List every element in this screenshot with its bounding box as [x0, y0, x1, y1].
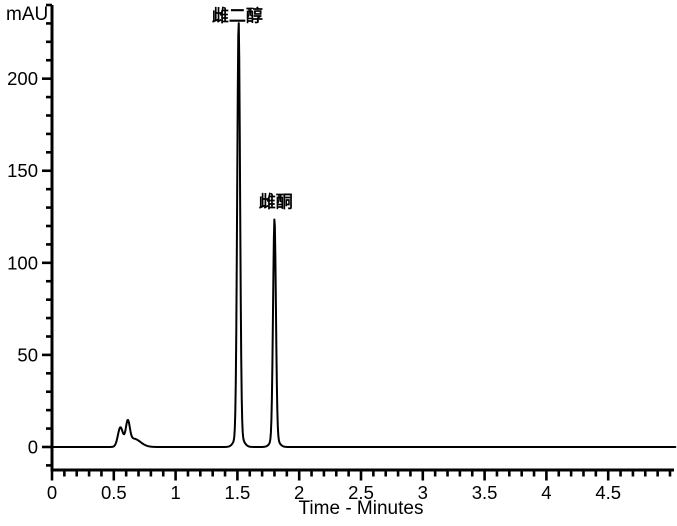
- y-tick-label: 150: [7, 160, 38, 181]
- x-tick-label: 2: [294, 482, 304, 503]
- y-tick-label: 0: [28, 436, 38, 457]
- peak-label-1: 雌酮: [259, 192, 293, 212]
- x-tick-label: 3.5: [472, 482, 498, 503]
- x-tick-label: 3: [418, 482, 428, 503]
- x-tick-label: 0.5: [101, 482, 127, 503]
- x-tick-label: 1: [170, 482, 180, 503]
- y-tick-label: 50: [17, 344, 38, 365]
- x-tick-label: 0: [47, 482, 57, 503]
- signal-trace: [52, 22, 677, 448]
- y-axis-unit-label: mAU: [6, 4, 49, 25]
- x-tick-label: 4: [541, 482, 551, 503]
- x-axis-title: Time - Minutes: [298, 498, 424, 519]
- x-tick-label: 4.5: [595, 482, 621, 503]
- x-tick-label: 1.5: [225, 482, 251, 503]
- peak-label-0: 雌二醇: [212, 6, 263, 26]
- x-tick-label: 2.5: [348, 482, 374, 503]
- y-tick-label: 100: [7, 252, 38, 273]
- y-tick-label: 200: [7, 68, 38, 89]
